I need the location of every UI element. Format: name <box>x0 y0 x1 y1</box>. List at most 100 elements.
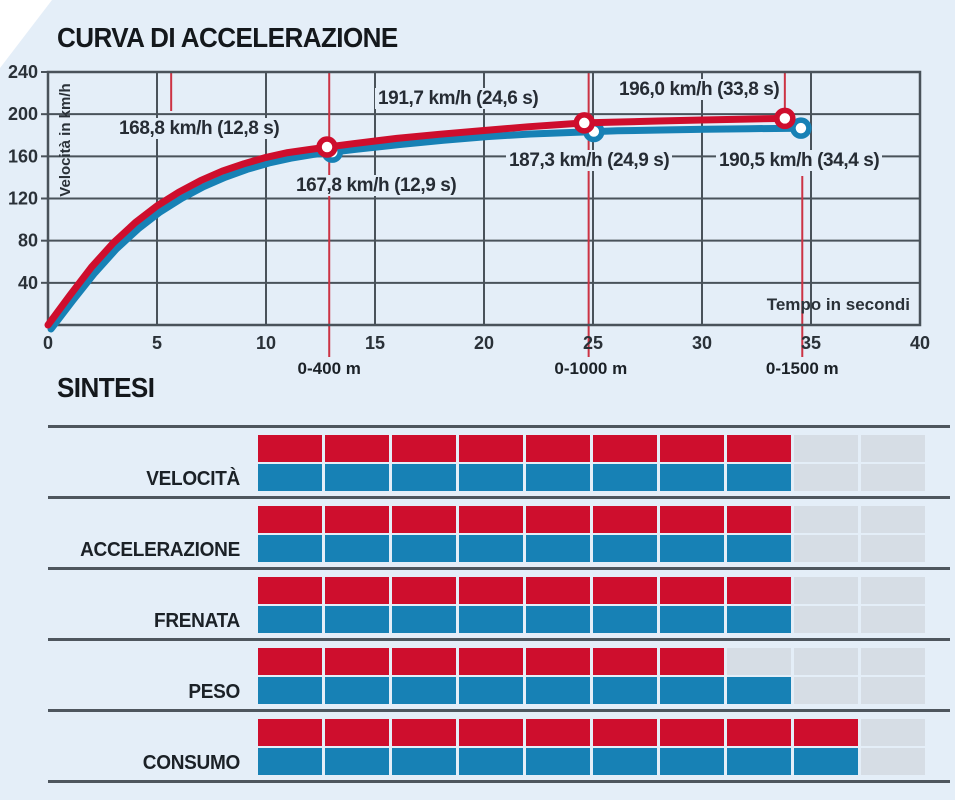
red-rating-segment <box>325 577 389 604</box>
row-label-accelerazione: ACCELERAZIONE <box>80 539 240 561</box>
blue-rating-segment <box>526 677 590 704</box>
red-rating-segment <box>526 648 590 675</box>
blue-rating-segment <box>258 677 322 704</box>
blue-rating-segment <box>325 535 389 562</box>
blue-rating-segment <box>325 464 389 491</box>
red-rating-segment <box>727 719 791 746</box>
red-rating-segment <box>794 435 858 462</box>
red-rating-segment <box>526 719 590 746</box>
blue-rating-segment <box>593 535 657 562</box>
x-tick-label: 35 <box>801 333 821 353</box>
y-tick-labels: 40 80 120 160 200 240 <box>8 62 38 293</box>
annotation-speed: 168,8 <box>119 118 165 139</box>
blue-rating-segment <box>727 535 791 562</box>
red-rating-segment <box>258 719 322 746</box>
annotation-unit: km/h <box>428 88 472 109</box>
red-rating-segment <box>593 719 657 746</box>
blue-rating-segment <box>392 464 456 491</box>
red-car-series <box>44 107 796 329</box>
annotation-red-1000m: 191,7 km/h (24,6 s) <box>375 88 542 109</box>
blue-rating-segment <box>660 464 724 491</box>
red-rating-segment <box>861 506 925 533</box>
distance-label: 0-1500 m <box>766 359 839 378</box>
distance-label: 0-1000 m <box>554 359 627 378</box>
red-rating-segment <box>861 719 925 746</box>
blue-rating-segment <box>459 606 523 633</box>
row-separator <box>48 425 950 428</box>
annotation-red-1500m: 196,0 km/h (33,8 s) <box>616 79 783 100</box>
x-tick-label: 30 <box>692 333 712 353</box>
blue-car-series <box>47 117 812 333</box>
red-rating-segment <box>593 648 657 675</box>
blue-rating-segment <box>593 677 657 704</box>
row-label-frenata: FRENATA <box>154 610 240 632</box>
blue-rating-segment <box>861 677 925 704</box>
red-rating-segment <box>325 435 389 462</box>
y-tick-label: 120 <box>8 189 38 209</box>
annotation-time: (12,9 s) <box>394 175 457 196</box>
blue-rating-segment <box>861 606 925 633</box>
red-rating-segment <box>258 435 322 462</box>
annotation-time: (33,8 s) <box>717 79 780 100</box>
blue-rating-segment <box>459 677 523 704</box>
blue-rating-segment <box>392 677 456 704</box>
row-label-peso: PESO <box>188 681 240 703</box>
blue-rating-segment <box>593 606 657 633</box>
row-separator <box>48 780 950 783</box>
row-separator <box>48 709 950 712</box>
x-tick-label: 5 <box>152 333 162 353</box>
red-rating-segment <box>794 648 858 675</box>
x-tick-label: 0 <box>43 333 53 353</box>
blue-rating-segment <box>526 606 590 633</box>
x-tick-label: 25 <box>583 333 603 353</box>
row-label-consumo: CONSUMO <box>142 752 241 774</box>
blue-rating-segment <box>526 535 590 562</box>
annotation-unit: km/h <box>346 175 390 196</box>
blue-rating-segment <box>593 748 657 775</box>
red-rating-segment <box>593 506 657 533</box>
blue-rating-segment <box>794 606 858 633</box>
red-rating-segment <box>258 648 322 675</box>
red-rating-segment <box>660 719 724 746</box>
annotation-time: (12,8 s) <box>217 118 280 139</box>
y-tick-label: 80 <box>18 231 38 251</box>
red-rating-segment <box>258 506 322 533</box>
red-rating-segment <box>727 577 791 604</box>
red-rating-segment <box>459 577 523 604</box>
red-marker <box>774 107 796 130</box>
blue-rating-segment <box>727 464 791 491</box>
red-marker <box>316 136 338 158</box>
blue-rating-segment <box>325 748 389 775</box>
red-rating-segment <box>794 719 858 746</box>
blue-rating-segment <box>392 748 456 775</box>
blue-rating-segment <box>258 464 322 491</box>
y-axis-label: Velocità in km/h <box>57 83 74 196</box>
red-rating-segment <box>325 719 389 746</box>
red-rating-segment <box>459 648 523 675</box>
row-separator <box>48 638 950 641</box>
distance-label: 0-400 m <box>298 359 361 378</box>
annotation-speed: 167,8 <box>296 175 342 196</box>
blue-rating-segment <box>258 535 322 562</box>
x-tick-label: 20 <box>474 333 494 353</box>
plot-border-rect <box>46 70 922 327</box>
annotation-time: (24,9 s) <box>607 150 670 171</box>
blue-rating-segment <box>325 677 389 704</box>
blue-rating-segment <box>794 535 858 562</box>
red-rating-segment <box>392 648 456 675</box>
plot-border <box>46 70 922 327</box>
red-rating-segment <box>392 435 456 462</box>
blue-rating-segment <box>459 535 523 562</box>
red-rating-segment <box>392 506 456 533</box>
blue-rating-segment <box>258 748 322 775</box>
annotation-unit: km/h <box>669 79 713 100</box>
red-rating-segment <box>727 435 791 462</box>
red-rating-segment <box>258 577 322 604</box>
annotation-time: (24,6 s) <box>476 88 539 109</box>
annotation-blue-1000m: 187,3 km/h (24,9 s) <box>506 150 673 171</box>
annotation-speed: 187,3 <box>509 150 555 171</box>
red-rating-segment <box>459 506 523 533</box>
red-rating-segment <box>325 506 389 533</box>
blue-rating-segment <box>727 606 791 633</box>
